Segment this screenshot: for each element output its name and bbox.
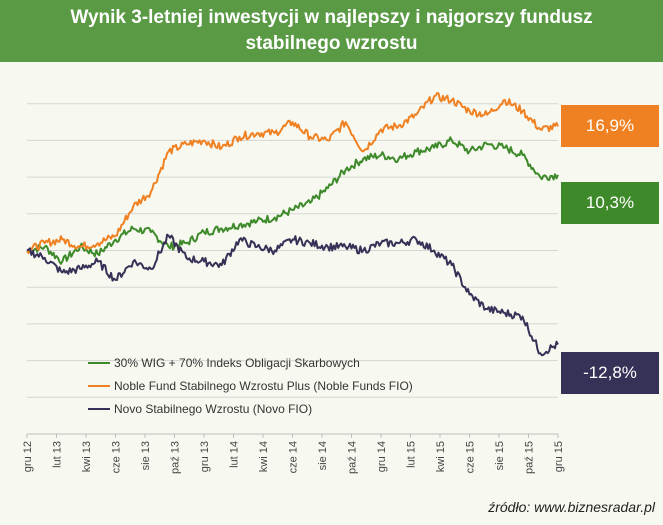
x-tick-label: lut 13 xyxy=(52,441,64,468)
series-line-orange xyxy=(26,92,559,255)
x-tick-label: kwi 13 xyxy=(81,441,93,472)
legend-line-green xyxy=(88,362,110,364)
x-tick-label: cze 15 xyxy=(465,441,477,473)
x-tick-label: paź 13 xyxy=(170,441,182,474)
chart-title-line-1: Wynik 3-letniej inwestycji w najlepszy i… xyxy=(70,7,593,28)
x-tick-label: gru 13 xyxy=(199,441,211,472)
legend-line-navy xyxy=(88,408,110,410)
x-tick-label: cze 13 xyxy=(111,441,123,473)
x-tick-label: sie 15 xyxy=(494,441,506,470)
legend-label-green: 30% WIG + 70% Indeks Obligacji Skarbowyc… xyxy=(114,356,360,370)
x-tick-label: lut 15 xyxy=(406,441,418,468)
legend-label-navy: Novo Stabilnego Wzrostu (Novo FIO) xyxy=(114,402,313,416)
legend-line-orange xyxy=(88,385,110,387)
series-line-green xyxy=(26,136,559,265)
end-label-navy: -12,8% xyxy=(561,352,659,394)
legend-label-orange: Noble Fund Stabilnego Wzrostu Plus (Nobl… xyxy=(114,379,413,393)
x-tick-label: sie 14 xyxy=(317,441,329,470)
chart-title-line-2: stabilnego wzrostu xyxy=(245,33,418,54)
x-tick-label: kwi 14 xyxy=(258,441,270,472)
x-tick-label: sie 13 xyxy=(140,441,152,470)
chart-title-bar: Wynik 3-letniej inwestycji w najlepszy i… xyxy=(0,0,663,62)
source-note: źródło: www.biznesradar.pl xyxy=(488,499,655,515)
x-tick-label: gru 12 xyxy=(22,441,34,472)
series-line-navy xyxy=(26,233,559,357)
grid-lines xyxy=(27,103,558,398)
x-tick-label: lut 14 xyxy=(229,441,241,468)
x-tick-label: cze 14 xyxy=(288,441,300,473)
x-tick-label: paź 15 xyxy=(524,441,536,474)
line-chart: gru 12 lut 13 kwi 13 cze 13 sie 13 paź 13 gru … xyxy=(22,92,565,474)
end-label-orange: 16,9% xyxy=(561,105,659,147)
x-tick-label: gru 15 xyxy=(553,441,565,472)
x-axis: gru 12 lut 13 kwi 13 cze 13 sie 13 paź 13 gru … xyxy=(22,433,565,474)
x-tick-label: kwi 15 xyxy=(435,441,447,472)
series-lines xyxy=(26,92,559,357)
x-tick-label: gru 14 xyxy=(376,441,388,472)
x-tick-label: paź 14 xyxy=(347,441,359,474)
end-label-green: 10,3% xyxy=(561,182,659,224)
